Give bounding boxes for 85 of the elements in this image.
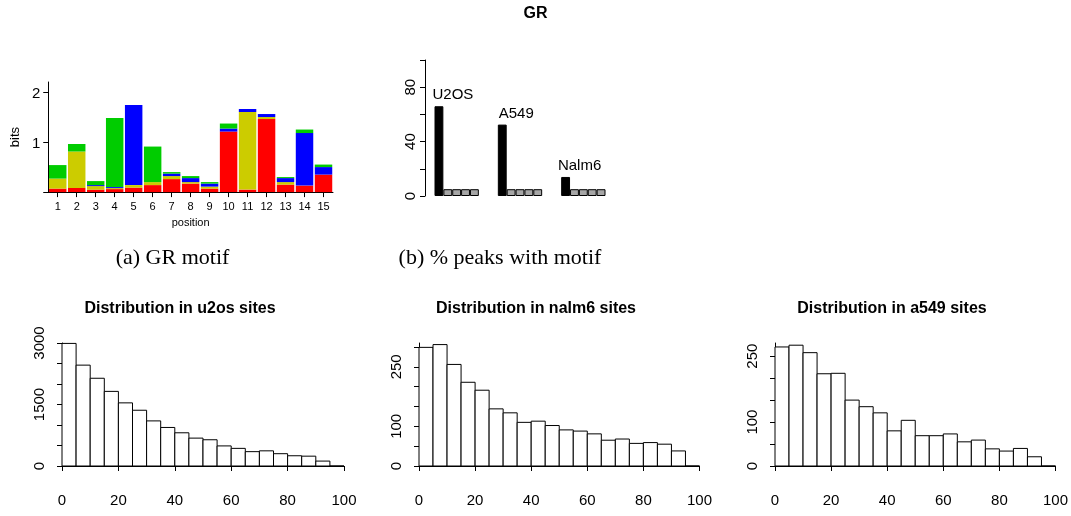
x-tick-label: 20 (822, 491, 840, 508)
x-tick-label: 100 (1042, 491, 1068, 508)
bar (49, 165, 67, 179)
chart-title: Distribution in nalm6 sites (435, 299, 637, 317)
bar (143, 182, 162, 186)
bar (219, 123, 238, 129)
x-tick-label: 7 (168, 199, 175, 212)
y-tick-label: 250 (743, 343, 760, 369)
y-axis-title: bits (7, 126, 22, 148)
bar (181, 178, 200, 183)
x-tick-label: 5 (130, 199, 137, 212)
y-tick-label: 80 (401, 78, 418, 96)
x-tick-label: 0 (57, 491, 67, 508)
bar (143, 185, 162, 193)
y-tick-label: 0 (387, 461, 404, 471)
chart-title: Distribution in a549 sites (796, 299, 988, 317)
x-axis-title: position (171, 215, 210, 228)
x-tick-label: 13 (279, 199, 292, 212)
x-tick-label: 15 (317, 199, 330, 212)
y-tick-label: 1500 (30, 387, 47, 422)
bar (143, 146, 162, 183)
y-tick-label: 0 (30, 461, 47, 471)
bar (67, 144, 86, 152)
x-tick-label: 60 (934, 491, 952, 508)
x-tick-label: 3 (92, 199, 99, 212)
y-tick-label: 2 (31, 83, 41, 101)
text: (b) % peaks with motif (397, 244, 603, 270)
bar (295, 133, 314, 186)
bar (67, 151, 86, 189)
x-tick-label: 40 (522, 491, 540, 508)
y-tick-label: 1 (31, 133, 41, 151)
bar (219, 131, 238, 193)
bar (314, 174, 333, 193)
x-tick-label: 12 (260, 199, 273, 212)
y-tick-label: 40 (401, 133, 418, 150)
x-tick-label: 1 (54, 199, 61, 212)
y-tick-label: 250 (387, 354, 404, 380)
x-tick-label: 100 (686, 491, 712, 508)
bar (219, 128, 238, 132)
bar (181, 176, 200, 179)
x-tick-label: 2 (73, 199, 80, 212)
y-tick-label: 3000 (30, 326, 47, 360)
y-tick-label: 0 (743, 461, 760, 471)
y-tick-label: 100 (387, 413, 404, 439)
bar (67, 188, 86, 193)
bar (49, 178, 67, 189)
y-tick-label: 0 (401, 191, 418, 201)
x-tick-label: 80 (279, 491, 296, 508)
x-tick-label: 4 (111, 199, 118, 212)
x-tick-label: 80 (991, 491, 1008, 508)
x-tick-label: 40 (166, 491, 184, 508)
chart-title: GR (522, 4, 549, 22)
x-tick-label: 60 (222, 491, 240, 508)
bar (238, 109, 257, 113)
chart-title: Distribution in u2os sites (83, 299, 277, 317)
text: (a) GR motif (114, 244, 231, 270)
bar (257, 119, 276, 193)
bar (276, 182, 295, 185)
x-tick-label: 0 (770, 491, 780, 508)
x-tick-label: U2OS (432, 85, 474, 103)
x-tick-label: 11 (241, 199, 254, 212)
bar (314, 167, 333, 175)
bar (276, 178, 295, 183)
x-tick-label: 100 (331, 491, 357, 508)
bar (86, 181, 105, 186)
x-tick-label: 10 (222, 199, 235, 212)
bar (238, 112, 257, 190)
x-tick-label: 40 (878, 491, 896, 508)
x-tick-label: 80 (635, 491, 652, 508)
bar (181, 183, 200, 193)
x-tick-label: 8 (187, 199, 194, 212)
x-tick-label: Nalm6 (557, 155, 602, 173)
x-tick-label: 60 (578, 491, 596, 508)
x-tick-label: 6 (149, 199, 156, 212)
bar (124, 185, 143, 188)
bar (276, 184, 295, 193)
x-tick-label: 20 (466, 491, 484, 508)
x-tick-label: 14 (298, 199, 311, 212)
y-tick-label: 100 (743, 409, 760, 435)
bar (105, 118, 124, 188)
bar (124, 105, 143, 186)
x-tick-label: 9 (206, 199, 213, 212)
x-tick-label: 20 (110, 491, 127, 508)
x-tick-label: A549 (498, 103, 534, 121)
bar (162, 179, 181, 193)
